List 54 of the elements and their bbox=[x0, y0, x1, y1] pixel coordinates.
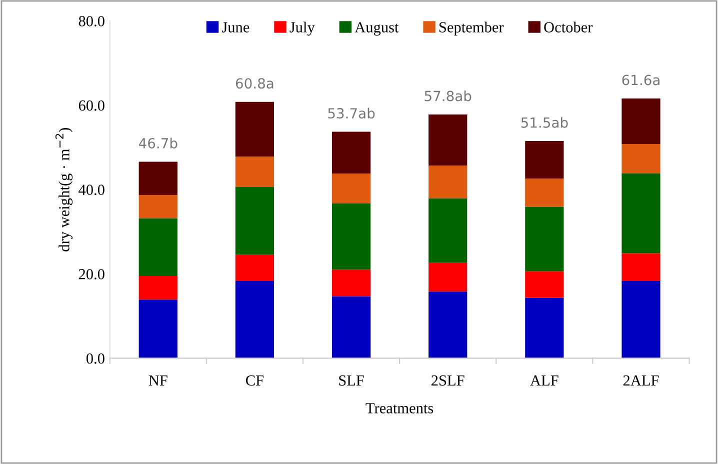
y-tick-label: 40.0 bbox=[78, 184, 104, 196]
bar bbox=[525, 206, 564, 272]
x-axis-title: Treatments bbox=[366, 403, 434, 414]
bar bbox=[332, 174, 371, 204]
total-label: 57.8ab bbox=[424, 90, 472, 102]
x-tick-label: 2ALF bbox=[623, 375, 659, 386]
bar bbox=[428, 292, 468, 358]
legend-label: September bbox=[439, 22, 504, 36]
bar bbox=[138, 195, 178, 218]
y-tick-label: 80.0 bbox=[78, 16, 104, 26]
x-tick-label: SLF bbox=[339, 375, 364, 386]
legend-label: October bbox=[544, 22, 593, 32]
x-tick-label: NF bbox=[148, 375, 168, 386]
x-tick-label: 2SLF bbox=[432, 375, 464, 386]
bar bbox=[525, 141, 564, 179]
bar bbox=[428, 166, 468, 198]
bar bbox=[428, 198, 468, 263]
bar bbox=[138, 162, 178, 196]
bar bbox=[622, 98, 660, 144]
x-tick-label: CF bbox=[246, 375, 264, 386]
bar bbox=[622, 144, 660, 174]
y-axis-title: dry weight(g · m$^{−2}$) bbox=[55, 128, 73, 252]
total-label: 51.5ab bbox=[521, 117, 568, 128]
bar bbox=[428, 262, 468, 292]
bar bbox=[332, 203, 371, 270]
legend-label: July bbox=[290, 22, 315, 36]
bar bbox=[622, 281, 660, 358]
bar bbox=[235, 102, 274, 157]
bar bbox=[428, 114, 468, 166]
total-label: 60.8a bbox=[236, 78, 274, 89]
total-label: 53.7ab bbox=[328, 108, 375, 119]
bar bbox=[332, 296, 371, 358]
y-tick-label: 20.0 bbox=[78, 269, 104, 280]
bar bbox=[138, 276, 178, 300]
legend-label: August bbox=[354, 22, 399, 36]
bar bbox=[138, 218, 178, 276]
y-tick-label: 60.0 bbox=[78, 100, 104, 111]
legend-label: June bbox=[222, 22, 250, 32]
bar bbox=[235, 281, 274, 358]
bar bbox=[235, 254, 274, 282]
bar bbox=[525, 178, 564, 207]
bar bbox=[332, 132, 371, 174]
bar bbox=[235, 156, 274, 188]
total-label: 46.7b bbox=[138, 138, 178, 148]
x-tick-label: ALF bbox=[530, 375, 558, 386]
bar bbox=[235, 187, 274, 255]
bar bbox=[622, 253, 660, 282]
bar bbox=[138, 300, 178, 358]
bar bbox=[622, 174, 660, 254]
y-tick-label: 0.0 bbox=[86, 353, 104, 364]
bar bbox=[332, 270, 371, 296]
bar bbox=[525, 271, 564, 298]
bar bbox=[525, 298, 564, 358]
total-label: 61.6a bbox=[622, 74, 660, 86]
